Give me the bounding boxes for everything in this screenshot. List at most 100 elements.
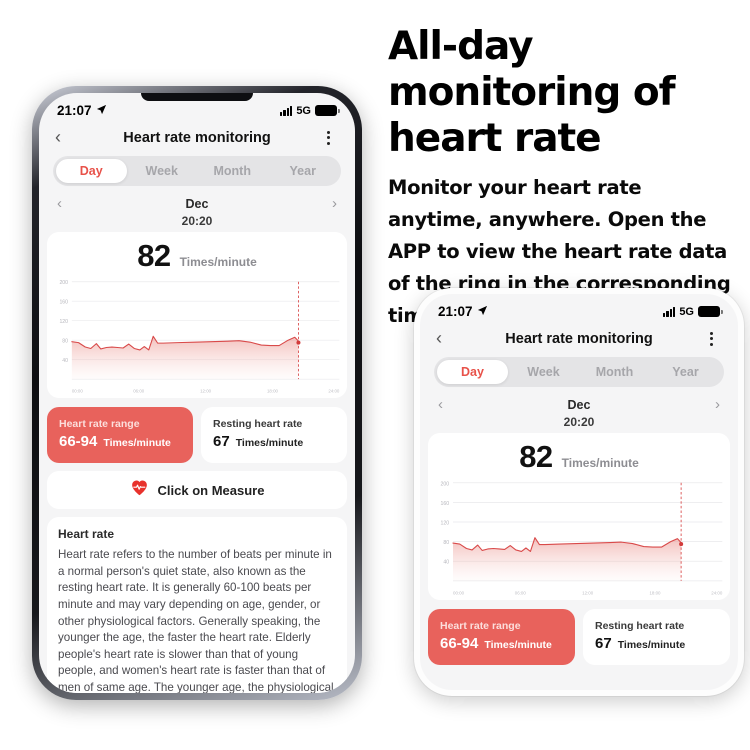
more-vertical-icon[interactable]	[317, 130, 339, 145]
reading-value: 82	[137, 238, 171, 273]
date-next-button[interactable]: ›	[715, 396, 720, 413]
stat-card-resting-heart-rate[interactable]: Resting heart rate 67 Times/minute	[583, 609, 730, 666]
chart-card: 82 Times/minute 200 160 120 80 40 00:00 06:00 1…	[428, 433, 730, 601]
date-next-button[interactable]: ›	[332, 195, 337, 212]
svg-text:06:00: 06:00	[133, 389, 145, 394]
stat-card-heart-rate-range[interactable]: Heart rate range 66-94 Times/minute	[47, 407, 193, 464]
signal-bars-icon	[279, 105, 293, 116]
page-title: Heart rate monitoring	[505, 330, 653, 347]
stat-value-row: 66-94 Times/minute	[440, 635, 563, 652]
measure-label: Click on Measure	[157, 482, 265, 498]
phone-screen-large: 21:07 5G ‹ Heart rate monitoring	[39, 93, 355, 693]
svg-text:24:00: 24:00	[328, 389, 340, 394]
location-arrow-icon	[477, 304, 488, 319]
measure-button[interactable]: Click on Measure	[47, 471, 347, 510]
phone-mockup-large: 21:07 5G ‹ Heart rate monitoring	[32, 86, 362, 700]
svg-text:18:00: 18:00	[267, 389, 279, 394]
stat-card-resting-heart-rate[interactable]: Resting heart rate 67 Times/minute	[201, 407, 347, 464]
stat-value: 66-94	[440, 635, 479, 653]
stat-unit: Times/minute	[103, 437, 171, 450]
period-tabs-wrap: Day Week Month Year	[39, 156, 355, 186]
stat-cards: Heart rate range 66-94 Times/minute Rest…	[47, 407, 347, 464]
stat-value-row: 67 Times/minute	[595, 635, 718, 652]
status-indicators: 5G	[279, 104, 340, 117]
tab-week[interactable]: Week	[145, 164, 178, 178]
period-tabs: Day Week Month Year	[434, 357, 724, 387]
heart-rate-chart-svg: 200 160 120 80 40 00:00 06:00 12:00 18:00 24:00	[59, 280, 340, 394]
stat-value-row: 67 Times/minute	[213, 433, 335, 450]
date-label: Dec	[185, 196, 209, 211]
svg-text:160: 160	[441, 501, 450, 507]
tab-month[interactable]: Month	[595, 365, 634, 379]
tab-day[interactable]: Day	[56, 159, 127, 183]
promo-block: All-day monitoring of heart rate Monitor…	[388, 24, 740, 332]
stat-unit: Times/minute	[617, 639, 686, 652]
info-card: Heart rate Heart rate refers to the numb…	[47, 517, 347, 693]
heart-rate-chart-svg: 200 160 120 80 40 00:00 06:00 12:00 18:00 24:00	[441, 481, 723, 595]
reading-time: 20:20	[563, 415, 595, 429]
date-label: Dec	[567, 397, 591, 412]
period-tabs: Day Week Month Year	[53, 156, 341, 186]
stat-label: Resting heart rate	[595, 620, 685, 633]
stat-unit: Times/minute	[484, 639, 552, 652]
stat-unit: Times/minute	[235, 437, 304, 450]
nav-bar: ‹ Heart rate monitoring	[39, 121, 355, 156]
stat-label: Heart rate range	[440, 620, 521, 633]
heart-rate-chart[interactable]: 200 160 120 80 40 00:00 06:00 12:00 18:00 24:00	[428, 477, 730, 600]
network-label: 5G	[679, 305, 694, 318]
svg-text:40: 40	[443, 560, 449, 566]
nav-bar: ‹ Heart rate monitoring	[420, 322, 738, 357]
svg-text:18:00: 18:00	[649, 590, 661, 595]
stat-value-row: 66-94 Times/minute	[59, 433, 181, 450]
svg-text:120: 120	[441, 521, 450, 527]
phone-screen-small: 21:07 5G ‹ Heart rate monitoring	[420, 294, 738, 690]
status-time-group: 21:07	[438, 304, 488, 319]
status-time: 21:07	[57, 103, 92, 118]
stat-card-heart-rate-range[interactable]: Heart rate range 66-94 Times/minute	[428, 609, 575, 666]
reading-value: 82	[519, 439, 553, 474]
svg-text:12:00: 12:00	[200, 389, 212, 394]
tab-week[interactable]: Week	[527, 365, 560, 379]
phone-notch	[141, 93, 253, 101]
svg-text:40: 40	[62, 358, 68, 364]
svg-text:200: 200	[59, 280, 68, 286]
phone-mockup-small: 21:07 5G ‹ Heart rate monitoring	[414, 288, 744, 696]
heart-pulse-icon	[130, 479, 149, 501]
svg-text:00:00: 00:00	[72, 389, 84, 394]
date-prev-button[interactable]: ‹	[57, 195, 62, 212]
svg-text:200: 200	[441, 481, 450, 487]
reading-unit: Times/minute	[179, 255, 257, 269]
reading-unit: Times/minute	[561, 456, 639, 470]
stat-cards: Heart rate range 66-94 Times/minute Rest…	[428, 609, 730, 666]
stat-value: 67	[595, 635, 612, 653]
stat-value: 66-94	[59, 433, 98, 451]
location-arrow-icon	[96, 103, 107, 118]
back-button[interactable]: ‹	[436, 328, 442, 348]
back-button[interactable]: ‹	[55, 127, 61, 147]
status-time-group: 21:07	[57, 103, 107, 118]
tab-year[interactable]: Year	[672, 365, 699, 379]
status-bar: 21:07 5G	[39, 93, 355, 121]
svg-text:120: 120	[59, 319, 68, 325]
more-vertical-icon[interactable]	[700, 331, 722, 346]
stat-label: Resting heart rate	[213, 418, 303, 431]
tab-year[interactable]: Year	[289, 164, 316, 178]
current-reading: 82 Times/minute	[428, 433, 730, 477]
stat-value: 67	[213, 433, 230, 451]
period-tabs-wrap: Day Week Month Year	[420, 357, 738, 387]
stat-label: Heart rate range	[59, 418, 140, 431]
battery-full-icon	[315, 105, 340, 116]
current-reading: 82 Times/minute	[47, 232, 347, 276]
heart-rate-chart[interactable]: 200 160 120 80 40 00:00 06:00 12:00 18:00 24:00	[47, 276, 347, 398]
svg-text:06:00: 06:00	[515, 590, 527, 595]
svg-text:24:00: 24:00	[711, 590, 723, 595]
tab-day[interactable]: Day	[437, 360, 508, 384]
date-prev-button[interactable]: ‹	[438, 396, 443, 413]
status-bar: 21:07 5G	[420, 294, 738, 322]
date-nav: ‹ Dec ›	[420, 387, 738, 415]
svg-text:80: 80	[62, 339, 68, 345]
network-label: 5G	[296, 104, 311, 117]
battery-full-icon	[698, 306, 723, 317]
tab-month[interactable]: Month	[213, 164, 251, 178]
reading-time: 20:20	[181, 214, 213, 228]
